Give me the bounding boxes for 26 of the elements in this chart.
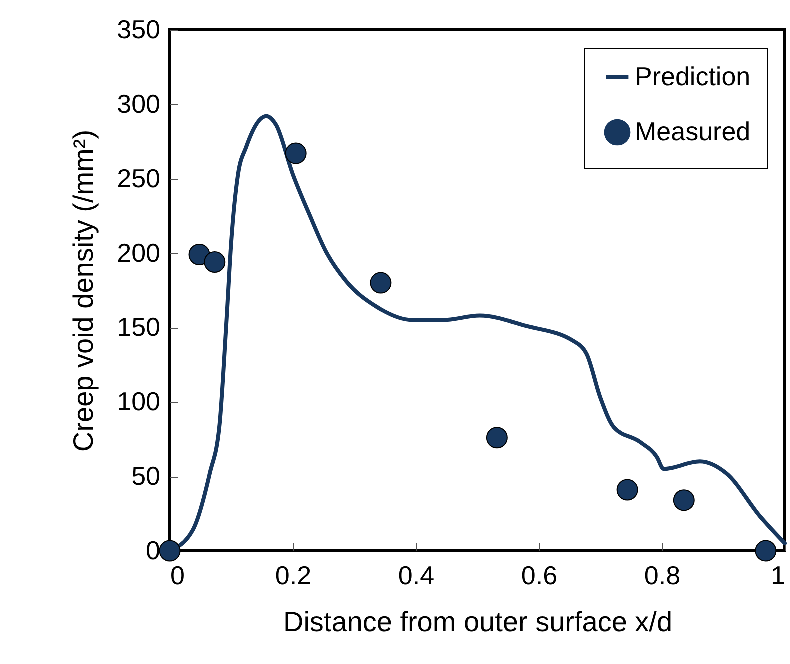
x-tick-label: 0 <box>170 560 185 590</box>
y-tick-label: 350 <box>117 14 160 44</box>
y-tick-label: 100 <box>117 386 160 417</box>
y-axis-title: Creep void density (/mm²) <box>68 130 100 452</box>
point <box>616 479 638 501</box>
y-tick-label: 250 <box>117 163 160 194</box>
y-tick-label: 300 <box>117 88 160 119</box>
point <box>204 251 226 273</box>
legend-label: Measured <box>635 116 751 146</box>
point <box>486 427 508 449</box>
x-tick-label: 0.6 <box>521 560 558 590</box>
point <box>159 540 181 562</box>
y-tick-label: 50 <box>132 461 160 492</box>
legend-label: Prediction <box>635 62 751 92</box>
y-tick-label: 0 <box>146 536 160 566</box>
x-tick-label: 0.8 <box>644 560 681 590</box>
x-tick-label: 1 <box>771 560 786 590</box>
x-tick-label: 0.2 <box>275 560 312 590</box>
x-axis-title: Distance from outer surface x/d <box>283 606 673 638</box>
point <box>755 540 777 562</box>
point <box>285 142 307 164</box>
point <box>370 272 392 294</box>
x-tick-label: 0.4 <box>398 560 435 590</box>
y-tick-label: 150 <box>117 312 160 342</box>
point <box>673 490 695 512</box>
y-tick-label: 200 <box>117 238 160 268</box>
